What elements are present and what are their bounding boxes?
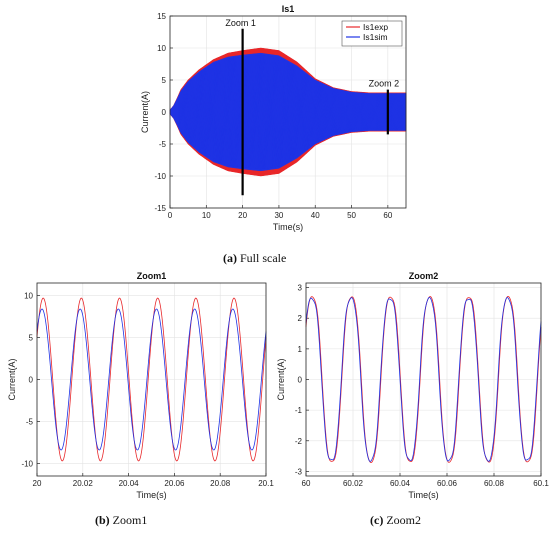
x-tick-label: 20: [33, 479, 42, 488]
y-tick-label: 3: [298, 284, 303, 293]
chart-title: Zoom1: [137, 271, 167, 281]
y-tick-label: 2: [298, 314, 303, 323]
y-axis-label: Current(A): [276, 358, 286, 400]
legend-label: Is1exp: [363, 22, 388, 32]
y-tick-label: -2: [295, 437, 303, 446]
axes-frame: [169, 15, 407, 209]
x-tick-label: 60.04: [390, 479, 411, 488]
zoom1-chart: 20 20.02 20.04 20.06 20.08 20.1 -10 -5 0 5 10 Zoom1…: [7, 271, 274, 500]
y-tick-label: -10: [154, 172, 166, 181]
x-axis-label: Time(s): [408, 490, 438, 500]
x-tick-label: 60.1: [533, 479, 549, 488]
series-sim-line: [305, 296, 542, 462]
y-tick-label: -1: [295, 406, 303, 415]
x-tick-label: 20.04: [119, 479, 140, 488]
x-tick-label: 20.02: [73, 479, 94, 488]
y-tick-label: 0: [162, 108, 167, 117]
zoom-marker-label: Zoom 1: [225, 18, 256, 28]
x-tick-label: 60: [383, 211, 392, 220]
y-tick-label: 5: [162, 76, 167, 85]
x-tick-label: 20: [238, 211, 247, 220]
y-tick-label: -5: [159, 140, 167, 149]
legend-box: [341, 20, 403, 47]
chart-title: Zoom2: [409, 271, 439, 281]
axes-frame: [305, 282, 542, 477]
axes-frame: [36, 282, 267, 477]
legend-label: Is1sim: [363, 32, 388, 42]
y-tick-label: 10: [24, 292, 33, 301]
zoom-marker-label: Zoom 2: [369, 79, 400, 89]
y-tick-label: 15: [157, 12, 166, 21]
x-tick-label: 50: [347, 211, 356, 220]
x-tick-label: 30: [274, 211, 283, 220]
x-tick-label: 10: [202, 211, 211, 220]
x-axis-label: Time(s): [273, 222, 303, 232]
y-tick-label: 10: [157, 44, 166, 53]
caption-b: (b) Zoom1: [95, 513, 147, 527]
x-tick-label: 20.1: [258, 479, 274, 488]
y-tick-label: 5: [29, 334, 34, 343]
x-tick-label: 0: [168, 211, 173, 220]
y-tick-label: -10: [21, 459, 33, 468]
caption-a: (a) Full scale: [223, 251, 286, 265]
x-tick-label: 20.06: [164, 479, 185, 488]
y-tick-label: 0: [298, 376, 303, 385]
y-tick-label: 0: [29, 376, 34, 385]
x-tick-label: 60: [302, 479, 311, 488]
x-tick-label: 60.08: [484, 479, 505, 488]
zoom2-chart: 60 60.02 60.04 60.06 60.08 60.1 -3 -2 -1 0 1 2 3 Zoom…: [276, 271, 549, 500]
y-axis-label: Current(A): [7, 358, 17, 400]
y-tick-label: -5: [26, 417, 34, 426]
y-tick-label: 1: [298, 345, 303, 354]
x-tick-label: 60.02: [343, 479, 364, 488]
x-tick-label: 60.06: [437, 479, 458, 488]
series-is1sim-line: [169, 54, 407, 170]
y-axis-label: Current(A): [140, 91, 150, 133]
series-exp-line: [36, 297, 267, 462]
caption-c: (c) Zoom2: [370, 513, 421, 527]
x-tick-label: 40: [311, 211, 320, 220]
series-sim-line: [36, 308, 267, 451]
y-tick-label: -3: [295, 467, 303, 476]
y-tick-label: -15: [154, 204, 166, 213]
full-scale-chart: 0 10 20 30 40 50 60 -15 -10 -5 0 5 10 15 Zoom 1 Zoom 2 I…: [140, 4, 407, 232]
x-axis-label: Time(s): [136, 490, 166, 500]
chart-title: Is1: [282, 4, 295, 14]
x-tick-label: 20.08: [210, 479, 231, 488]
